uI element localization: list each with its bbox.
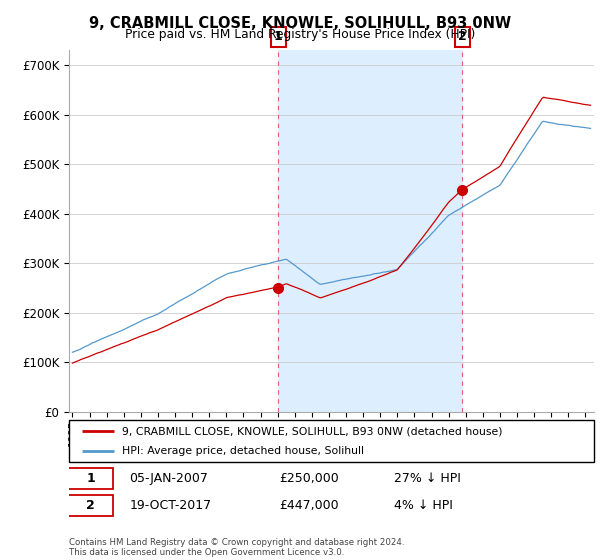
Text: 4% ↓ HPI: 4% ↓ HPI: [395, 499, 454, 512]
Text: Contains HM Land Registry data © Crown copyright and database right 2024.
This d: Contains HM Land Registry data © Crown c…: [69, 538, 404, 557]
Bar: [278, 50, 463, 412]
Text: 05-JAN-2007: 05-JAN-2007: [130, 472, 208, 485]
Text: 27% ↓ HPI: 27% ↓ HPI: [395, 472, 461, 485]
Text: 2: 2: [86, 499, 95, 512]
FancyBboxPatch shape: [68, 468, 113, 489]
Text: 19-OCT-2017: 19-OCT-2017: [130, 499, 212, 512]
Text: Price paid vs. HM Land Registry's House Price Index (HPI): Price paid vs. HM Land Registry's House …: [125, 28, 475, 41]
Text: £250,000: £250,000: [279, 472, 339, 485]
Text: 9, CRABMILL CLOSE, KNOWLE, SOLIHULL, B93 0NW: 9, CRABMILL CLOSE, KNOWLE, SOLIHULL, B93…: [89, 16, 511, 31]
Text: HPI: Average price, detached house, Solihull: HPI: Average price, detached house, Soli…: [121, 446, 364, 456]
FancyBboxPatch shape: [68, 495, 113, 516]
Text: 9, CRABMILL CLOSE, KNOWLE, SOLIHULL, B93 0NW (detached house): 9, CRABMILL CLOSE, KNOWLE, SOLIHULL, B93…: [121, 426, 502, 436]
FancyBboxPatch shape: [69, 420, 594, 462]
Text: £447,000: £447,000: [279, 499, 338, 512]
Text: 2: 2: [458, 30, 467, 44]
Text: 1: 1: [274, 30, 283, 44]
Text: 1: 1: [86, 472, 95, 485]
